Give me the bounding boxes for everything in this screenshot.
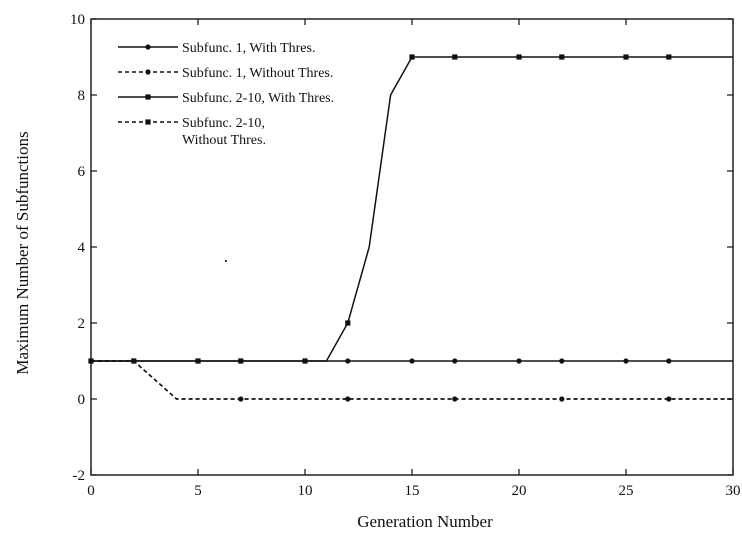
data-point bbox=[666, 396, 672, 402]
x-tick-label: 10 bbox=[298, 483, 313, 499]
y-tick-label: 8 bbox=[78, 88, 86, 104]
data-point bbox=[345, 320, 351, 326]
data-point bbox=[345, 396, 351, 402]
x-tick-label: 0 bbox=[87, 483, 95, 499]
legend-swatch-marker bbox=[145, 69, 151, 75]
data-point bbox=[452, 54, 458, 60]
legend-label: Without Thres. bbox=[182, 133, 266, 148]
x-tick-label: 15 bbox=[405, 483, 420, 499]
y-tick-label: 4 bbox=[78, 240, 86, 256]
y-axis-title: Maximum Number of Subfunctions bbox=[13, 131, 32, 374]
legend-swatch-marker bbox=[145, 119, 151, 125]
data-point bbox=[409, 54, 415, 60]
x-tick-label: 25 bbox=[619, 483, 634, 499]
series-line-4 bbox=[91, 360, 733, 400]
data-point bbox=[409, 358, 415, 364]
y-tick-label: 2 bbox=[78, 316, 86, 332]
series-line-2 bbox=[91, 360, 733, 400]
y-axis-label: Maximum Number of Subfunctions bbox=[13, 131, 32, 374]
annotation: · bbox=[223, 251, 229, 271]
data-point bbox=[516, 54, 522, 60]
series-4 bbox=[91, 360, 733, 400]
x-tick-label: 30 bbox=[726, 483, 741, 499]
legend-label: Subfunc. 2-10, bbox=[182, 116, 265, 131]
legend-entry-4: Subfunc. 2-10, Without Thres. bbox=[118, 116, 266, 148]
legend-entry-1: Subfunc. 1, With Thres. bbox=[118, 41, 315, 56]
x-tick-label: 5 bbox=[194, 483, 202, 499]
data-point bbox=[559, 358, 565, 364]
data-point bbox=[666, 54, 672, 60]
legend-entry-3: Subfunc. 2-10, With Thres. bbox=[118, 91, 334, 106]
data-point bbox=[452, 358, 458, 364]
legend-swatch-marker bbox=[145, 94, 151, 100]
legend-entry-2: Subfunc. 1, Without Thres. bbox=[118, 66, 333, 81]
y-tick-label: 6 bbox=[78, 164, 86, 180]
x-axis-label: Generation Number bbox=[357, 512, 493, 531]
legend-label: Subfunc. 2-10, With Thres. bbox=[182, 91, 334, 106]
legend-label: Subfunc. 1, Without Thres. bbox=[182, 66, 333, 81]
data-point bbox=[516, 358, 522, 364]
data-point bbox=[195, 358, 201, 364]
y-tick-label: 0 bbox=[78, 392, 86, 408]
legend-label: Subfunc. 1, With Thres. bbox=[182, 41, 315, 56]
series-layer: · bbox=[88, 54, 733, 402]
legend-swatch-marker bbox=[145, 44, 151, 50]
data-point bbox=[623, 54, 629, 60]
y-tick-label: 10 bbox=[70, 12, 85, 28]
data-point bbox=[345, 358, 351, 364]
series-line-3 bbox=[91, 56, 733, 362]
series-2 bbox=[88, 358, 733, 402]
x-tick-label: 20 bbox=[512, 483, 527, 499]
data-point bbox=[559, 54, 565, 60]
data-point bbox=[623, 358, 629, 364]
data-point bbox=[666, 358, 672, 364]
data-point bbox=[238, 358, 244, 364]
data-point bbox=[302, 358, 308, 364]
legend: Subfunc. 1, With Thres. Subfunc. 1, Witho… bbox=[118, 41, 334, 148]
plot-frame bbox=[90, 18, 734, 476]
y-tick-label: -2 bbox=[73, 468, 86, 484]
